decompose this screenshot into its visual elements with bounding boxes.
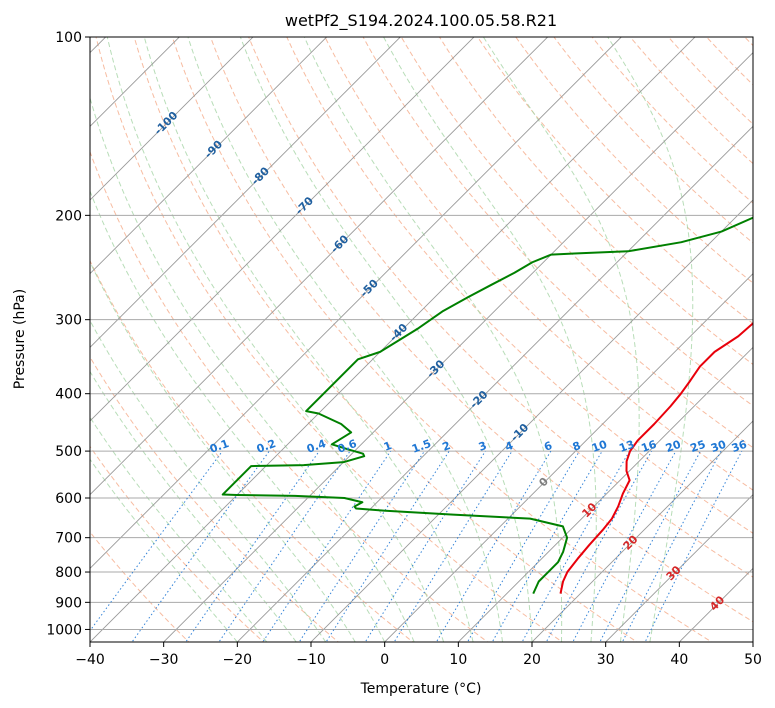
- dry-adiabat-line: [90, 150, 489, 642]
- mixing-ratio-label: 0.2: [255, 437, 278, 456]
- moist-adiabat-line: [90, 416, 268, 642]
- mixing-ratio-line: [325, 450, 450, 642]
- y-axis-title: Pressure (hPa): [12, 289, 28, 389]
- moist-adiabat-line: [187, 37, 504, 642]
- isotherm-line: [90, 37, 549, 496]
- x-tick-label: 10: [449, 652, 467, 668]
- axis-ticks: −40 −30 −20 −10 0 10 20 30 40 5010020030040050060…: [46, 30, 762, 668]
- moist-adiabat-line: [143, 37, 474, 642]
- mixing-ratio-label: 2: [441, 439, 453, 454]
- moist-adiabat-line: [607, 37, 694, 642]
- mixing-ratio-label: 6: [542, 439, 554, 454]
- moist-adiabat-line: [482, 37, 640, 642]
- grid-layer: [90, 37, 753, 642]
- x-axis-title: Temperature (°C): [360, 681, 482, 697]
- y-tick-label: 100: [55, 30, 82, 46]
- x-tick-label: 40: [670, 652, 688, 668]
- isotherm-line: [90, 37, 328, 275]
- mixing-ratio-label: 10: [590, 438, 609, 456]
- mixing-ratio-label: 30: [709, 438, 728, 456]
- dry-adiabat-line: [438, 37, 753, 366]
- mixing-ratio-label: 1.5: [410, 437, 433, 456]
- mixing-ratio-line: [466, 450, 580, 642]
- mixing-ratio-label: 3: [477, 439, 489, 454]
- y-tick-label: 900: [55, 595, 82, 611]
- mixing-ratio-line: [572, 450, 677, 642]
- isotherm-line: [90, 37, 622, 569]
- x-tick-label: −30: [149, 652, 179, 668]
- mixing-ratio-line: [185, 450, 320, 642]
- isotherm-line: [90, 37, 401, 348]
- mixing-ratio-label: 16: [639, 438, 658, 456]
- x-tick-label: −10: [296, 652, 326, 668]
- moist-adiabat-line: [106, 37, 445, 642]
- dry-adiabat-line: [324, 37, 753, 491]
- x-tick-label: 20: [523, 652, 541, 668]
- moist-adiabat-line: [90, 458, 238, 642]
- moist-adiabat-line: [239, 37, 533, 642]
- mixing-ratio-label: 25: [688, 438, 707, 455]
- dry-adiabat-line: [248, 37, 753, 578]
- mixing-ratio-label: 0.1: [208, 437, 231, 456]
- isotherm-line: [236, 125, 753, 642]
- mixing-ratio-label: 4: [503, 439, 515, 454]
- mixing-ratio-label: 36: [730, 438, 749, 456]
- y-tick-label: 300: [55, 313, 82, 329]
- mixing-ratio-line: [298, 450, 425, 642]
- mixing-ratio-label: 0.4: [305, 437, 328, 456]
- y-tick-label: 400: [55, 387, 82, 403]
- mixing-ratio-line: [90, 450, 223, 632]
- moist-adiabat-line: [90, 319, 327, 642]
- mixing-ratio-line: [364, 450, 486, 642]
- x-tick-label: 0: [380, 652, 389, 668]
- mixing-ratio-line: [621, 450, 722, 642]
- isotherm-line: [531, 420, 753, 642]
- mixing-ratio-line: [599, 450, 701, 642]
- mixing-ratio-line: [393, 450, 513, 642]
- mixing-ratio-label: 8: [571, 439, 583, 454]
- y-tick-label: 200: [55, 208, 82, 224]
- isotherm-line: [310, 199, 753, 642]
- mixing-ratio-label: 13: [617, 438, 636, 455]
- moist-adiabat-line: [90, 189, 386, 642]
- y-tick-label: 1000: [46, 622, 82, 638]
- isotherm-line: [90, 37, 696, 642]
- mixing-ratio-label: 20: [664, 438, 683, 456]
- plot-frame: [89, 36, 754, 643]
- mixing-ratio-line: [262, 450, 392, 642]
- moist-adiabat-line: [90, 260, 356, 642]
- dewpoint-profile-line: [221, 216, 753, 595]
- dry-adiabat-line: [171, 37, 713, 642]
- isotherm-line: [90, 37, 254, 201]
- dry-adiabat-line: [362, 37, 753, 449]
- dry-adiabat-line: [286, 37, 753, 534]
- x-tick-label: −20: [223, 652, 253, 668]
- mixing-ratio-line: [131, 450, 270, 642]
- moist-adiabat-line: [383, 37, 597, 642]
- mixing-ratio-label: 1: [382, 439, 394, 454]
- isotherm-line: [605, 494, 753, 642]
- isotherm-line: [457, 346, 753, 642]
- x-tick-label: 30: [597, 652, 615, 668]
- mixing-ratio-line: [218, 450, 351, 642]
- isotherm-line: [90, 37, 475, 422]
- x-tick-label: −40: [75, 652, 105, 668]
- moist-adiabat-line: [303, 37, 563, 642]
- x-tick-label: 50: [744, 652, 762, 668]
- temperature-profile-line: [559, 321, 753, 594]
- y-tick-label: 500: [55, 444, 82, 460]
- isotherm-line: [163, 52, 753, 642]
- chart-title: wetPf2_S194.2024.100.05.58.R21: [285, 11, 557, 31]
- isotherm-line: [90, 37, 180, 127]
- y-tick-label: 800: [55, 565, 82, 581]
- y-tick-label: 600: [55, 491, 82, 507]
- profiles-layer: [221, 216, 753, 595]
- mixing-ratio-label: 0.6: [336, 437, 359, 456]
- y-tick-label: 700: [55, 531, 82, 547]
- isotherm-line: [384, 273, 753, 642]
